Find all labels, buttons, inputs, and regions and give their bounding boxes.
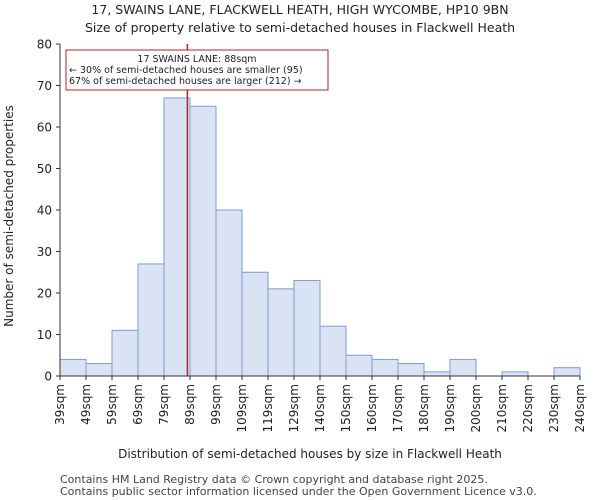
x-tick-label: 129sqm xyxy=(287,384,301,432)
y-tick-label: 30 xyxy=(37,245,52,259)
y-axis: 0 10 20 30 40 50 60 70 80 xyxy=(37,38,61,384)
bar-180sqm xyxy=(423,371,451,377)
y-tick-label: 0 xyxy=(44,370,52,384)
x-tick-label: 170sqm xyxy=(391,384,405,432)
x-tick-label: 69sqm xyxy=(131,384,145,425)
bar-39sqm xyxy=(59,358,87,377)
footer-licence: Contains public sector information licen… xyxy=(60,485,537,498)
chart-subtitle: Size of property relative to semi-detach… xyxy=(85,20,515,35)
x-tick-label: 49sqm xyxy=(79,384,93,425)
bar-89sqm xyxy=(189,105,217,377)
y-tick-label: 60 xyxy=(37,121,52,135)
x-tick-label: 240sqm xyxy=(573,384,587,432)
x-tick-label: 150sqm xyxy=(339,384,353,432)
x-tick-label: 99sqm xyxy=(209,384,223,425)
x-tick-label: 190sqm xyxy=(443,384,457,432)
bar-140sqm xyxy=(319,325,347,377)
x-tick-label: 119sqm xyxy=(261,384,275,432)
bar-230sqm xyxy=(553,367,581,377)
annotation-line-2: ← 30% of semi-detached houses are smalle… xyxy=(69,65,303,76)
bar-129sqm xyxy=(293,280,321,377)
chart-title: 17, SWAINS LANE, FLACKWELL HEATH, HIGH W… xyxy=(91,2,508,17)
x-tick-label: 200sqm xyxy=(469,384,483,432)
x-tick-label: 39sqm xyxy=(53,384,67,425)
y-tick-label: 50 xyxy=(37,162,52,176)
annotation-box: 17 SWAINS LANE: 88sqm ← 30% of semi-deta… xyxy=(65,49,329,91)
x-tick-label: 180sqm xyxy=(417,384,431,432)
bar-170sqm xyxy=(397,363,425,377)
bar-160sqm xyxy=(371,358,399,377)
x-tick-label: 79sqm xyxy=(157,384,171,425)
bar-group xyxy=(59,97,581,377)
x-tick-label: 160sqm xyxy=(365,384,379,432)
footer-copyright: Contains HM Land Registry data © Crown c… xyxy=(60,473,488,486)
bar-59sqm xyxy=(111,329,139,377)
y-tick-label: 40 xyxy=(37,204,52,218)
annotation-frame xyxy=(65,49,329,91)
x-tick-label: 140sqm xyxy=(313,384,327,432)
y-tick-label: 80 xyxy=(37,38,52,52)
x-tick-label: 220sqm xyxy=(521,384,535,432)
bar-69sqm xyxy=(137,263,165,377)
annotation-line-1: 17 SWAINS LANE: 88sqm xyxy=(137,54,256,65)
x-axis-label: Distribution of semi-detached houses by … xyxy=(118,447,502,461)
x-tick-label: 210sqm xyxy=(495,384,509,432)
bar-119sqm xyxy=(267,288,295,377)
bar-99sqm xyxy=(215,209,243,377)
y-tick-label: 70 xyxy=(37,79,52,93)
x-axis: 39sqm 49sqm 59sqm 69sqm 79sqm 89sqm 99sqm 109sq… xyxy=(53,375,587,432)
x-tick-label: 230sqm xyxy=(547,384,561,432)
bar-190sqm xyxy=(449,358,477,377)
y-axis-label: Number of semi-detached properties xyxy=(2,105,16,327)
bar-109sqm xyxy=(241,271,269,377)
x-tick-label: 109sqm xyxy=(235,384,249,432)
bar-150sqm xyxy=(345,354,373,377)
bar-210sqm xyxy=(501,371,529,377)
bar-49sqm xyxy=(85,363,113,377)
x-tick-label: 89sqm xyxy=(183,384,197,425)
bar-79sqm xyxy=(163,97,191,377)
x-tick-label: 59sqm xyxy=(105,384,119,425)
annotation-line-3: 67% of semi-detached houses are larger (… xyxy=(69,76,302,87)
y-tick-label: 20 xyxy=(37,287,52,301)
y-tick-label: 10 xyxy=(37,328,52,342)
